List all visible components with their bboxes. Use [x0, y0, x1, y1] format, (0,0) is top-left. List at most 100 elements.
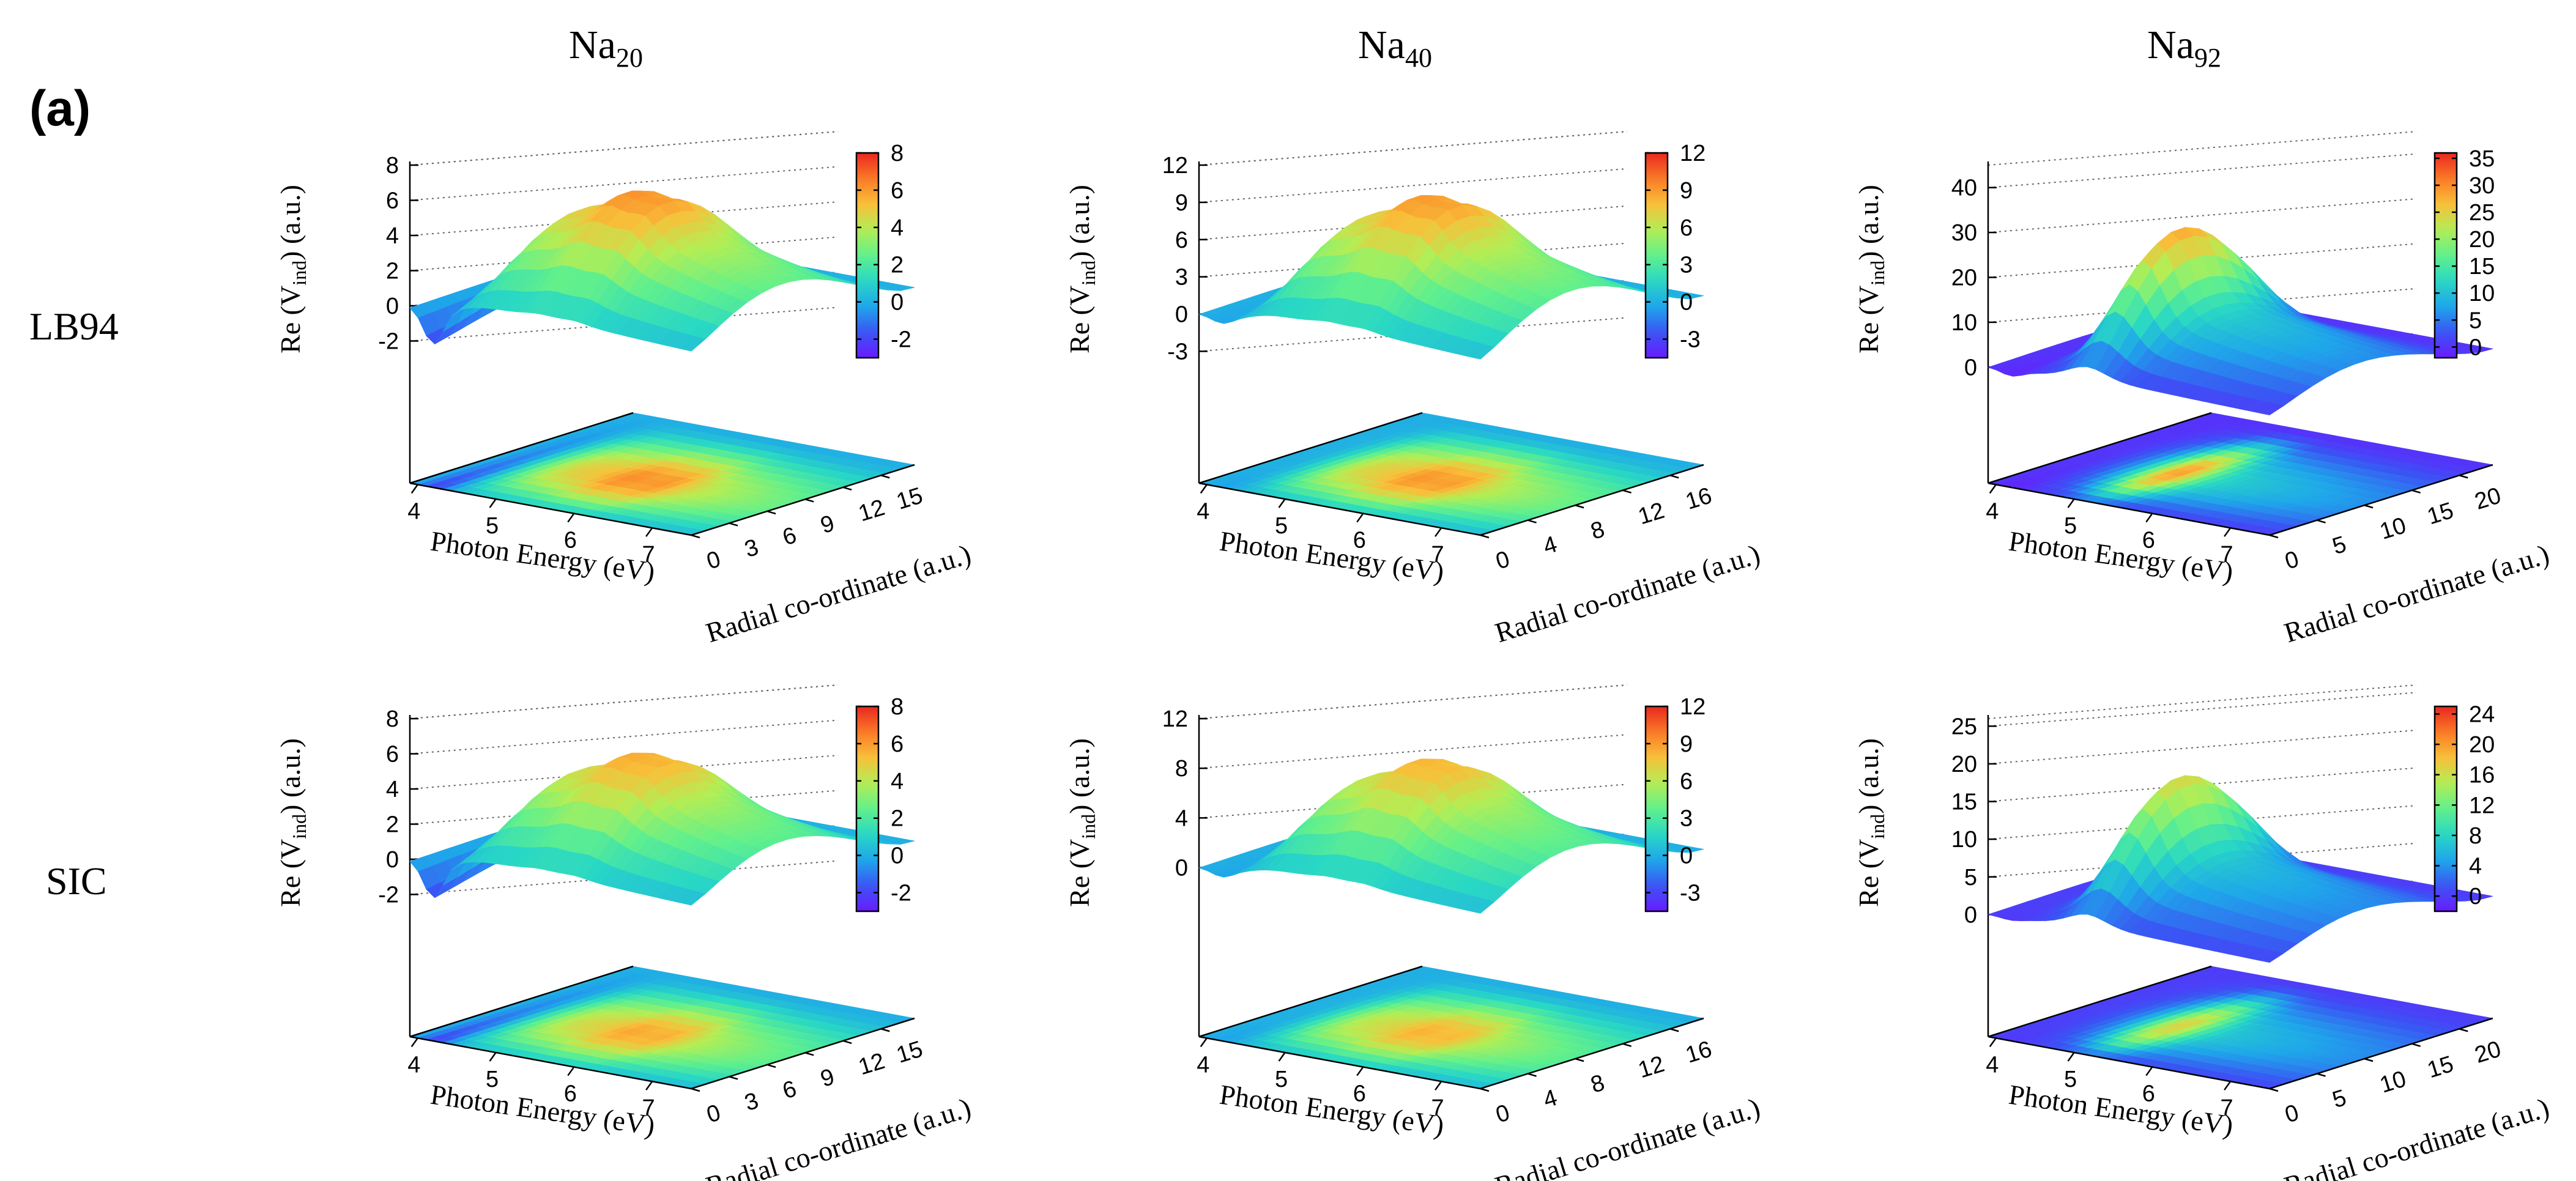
z-tick-label: -2: [378, 329, 399, 355]
r-tick-mark: [804, 1052, 814, 1056]
chart-title-sub: 92: [2194, 43, 2221, 73]
z-tick-label: 3: [1175, 265, 1188, 291]
z-axis-label-main: Re (V: [1064, 839, 1095, 907]
r-tick-label: 8: [1587, 516, 1607, 544]
floor-projection: [1988, 412, 2493, 536]
r-tick-mark: [691, 534, 700, 539]
colorbar-tick-label: -3: [1680, 327, 1701, 353]
z-tick-label: 9: [1175, 190, 1188, 216]
z-tick-label: 0: [1964, 355, 1977, 380]
r-axis-label: Radial co-ordinate (a.u.): [1491, 538, 1764, 648]
colorbar-tick-label: 20: [2469, 227, 2495, 253]
floor-edge-line: [1198, 412, 1423, 484]
x-tick-mark: [489, 1052, 497, 1062]
r-tick-mark: [1480, 534, 1490, 539]
r-tick-mark: [804, 498, 814, 503]
z-grid-line: [1198, 684, 1628, 719]
r-tick-mark: [2269, 534, 2279, 539]
z-tick-label: 0: [386, 294, 399, 319]
x-axis-label: Photon Energy (eV): [429, 525, 657, 588]
z-tick-label: -3: [1167, 339, 1188, 365]
colorbar-tick-label: 3: [1680, 253, 1693, 278]
z-tick-label: 4: [386, 223, 399, 249]
z-tick-label: 8: [1175, 756, 1188, 782]
x-tick-label: 4: [1197, 498, 1209, 524]
x-tick-mark: [567, 1066, 575, 1076]
z-tick-label: 6: [386, 188, 399, 214]
x-tick-label: 4: [407, 498, 420, 524]
z-tick-label: 8: [386, 153, 399, 179]
r-tick-mark: [729, 1076, 738, 1080]
surface-cell: [1471, 344, 1495, 360]
x-tick-label: 7: [1431, 542, 1444, 568]
x-tick-mark: [645, 527, 653, 537]
x-axis-label: Photon Energy (eV): [1218, 525, 1446, 588]
r-tick-label: 5: [2329, 531, 2349, 560]
x-tick-label: 5: [486, 513, 499, 539]
colorbar-tick-label: 0: [1680, 290, 1693, 316]
x-axis-line: [1198, 482, 1481, 536]
x-tick-label: 6: [564, 528, 577, 553]
r-tick-label: 3: [741, 535, 761, 563]
colorbar-tick-label: 0: [891, 290, 904, 316]
z-axis-label: Re (Vind) (a.u.): [275, 738, 310, 907]
chart-title-sub: 20: [616, 43, 643, 73]
colorbar-tick-label: 35: [2469, 146, 2495, 172]
chart-title: Na40: [1358, 23, 1432, 73]
colorbar-tick-label: 9: [1680, 178, 1693, 204]
chart-title-main: Na: [569, 23, 616, 67]
r-tick-label: 0: [2282, 546, 2301, 574]
x-tick-mark: [567, 513, 575, 523]
x-tick-mark: [410, 1037, 418, 1048]
r-tick-mark: [842, 1040, 852, 1045]
colorbar-tick-label: 2: [891, 253, 904, 278]
z-tick-label: 30: [1951, 220, 1977, 246]
colorbar-tick-label: 4: [891, 215, 904, 241]
surface: [409, 752, 915, 906]
x-tick-label: 6: [1353, 528, 1366, 553]
colorbar-tick-label: 0: [891, 843, 904, 869]
r-axis-label: Radial co-ordinate (a.u.): [702, 538, 974, 648]
r-tick-label: 15: [894, 483, 926, 515]
floor-edge-line: [409, 412, 634, 484]
r-tick-label: 20: [2472, 483, 2504, 515]
r-tick-label: 0: [1493, 546, 1512, 574]
colorbar-tick-label: 25: [2469, 200, 2495, 226]
z-axis-label-end: ) (a.u.): [275, 738, 306, 814]
r-tick-mark: [1669, 475, 1679, 479]
z-tick-label: -2: [378, 883, 399, 908]
r-tick-mark: [880, 1028, 890, 1032]
z-axis-label-sub: ind: [1866, 261, 1888, 286]
x-tick-mark: [1989, 484, 1997, 494]
colorbar-tick-label: 4: [891, 769, 904, 794]
r-axis-label: Radial co-ordinate (a.u.): [702, 1092, 974, 1181]
colorbar-tick-label: 10: [2469, 281, 2495, 306]
x-tick-mark: [645, 1081, 653, 1090]
x-tick-mark: [1356, 513, 1364, 523]
r-tick-label: 9: [818, 1064, 837, 1092]
z-axis-label-main: Re (V: [275, 839, 306, 907]
z-tick-label: 0: [386, 847, 399, 873]
r-axis-label: Radial co-ordinate (a.u.): [2281, 538, 2553, 648]
colorbar-tick-label: 6: [1680, 215, 1693, 241]
r-tick-label: 15: [2424, 498, 2457, 530]
z-tick-label: 12: [1162, 153, 1188, 179]
r-tick-mark: [2411, 489, 2421, 494]
z-tick-label: 2: [386, 812, 399, 838]
r-tick-mark: [880, 475, 890, 479]
colorbar-tick-label: 8: [891, 141, 904, 166]
row-label-sic: SIC: [46, 859, 107, 903]
z-tick-label: 0: [1175, 856, 1188, 881]
x-tick-mark: [489, 498, 497, 508]
colorbar-tick-label: 6: [891, 178, 904, 204]
z-grid-line: [409, 131, 839, 166]
colorbar: [855, 152, 880, 359]
r-tick-label: 6: [779, 522, 799, 550]
z-grid-line: [1988, 198, 2417, 234]
z-axis-label-sub: ind: [1077, 814, 1099, 839]
chart-title-main: Na: [1358, 23, 1405, 67]
